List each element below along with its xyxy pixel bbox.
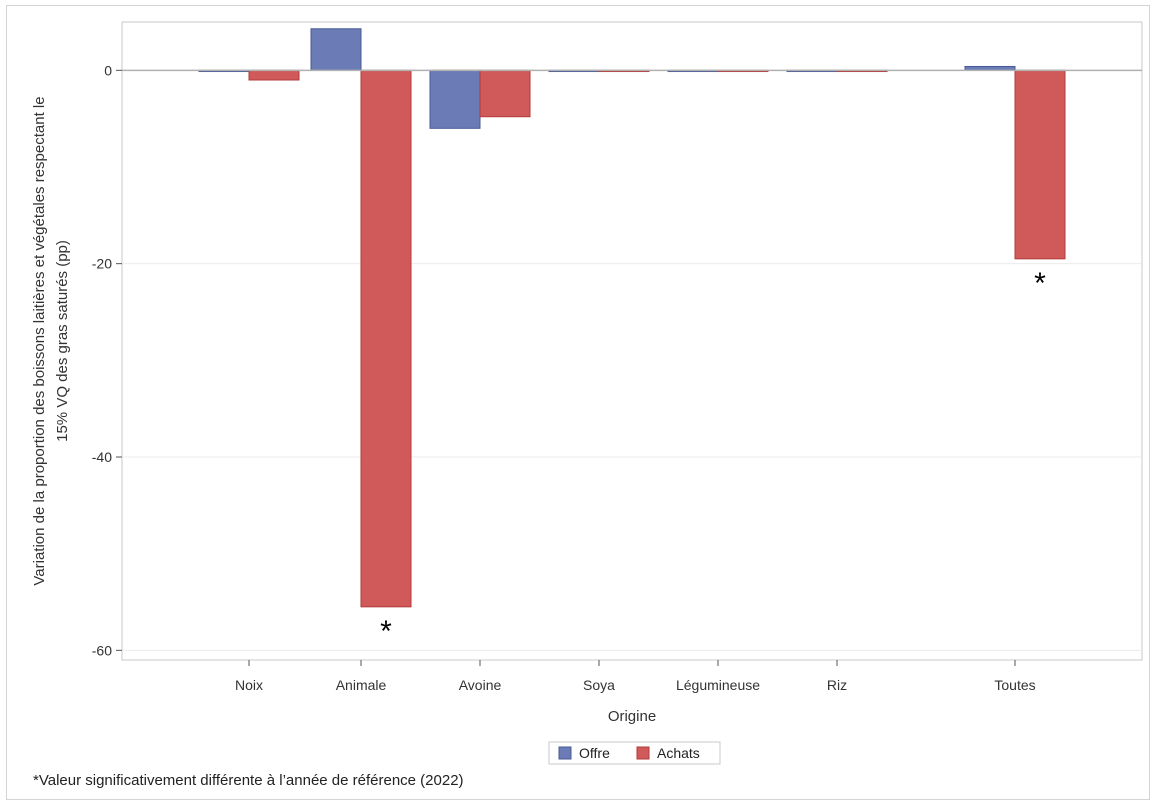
x-tick-label: Légumineuse: [676, 677, 760, 693]
plot-area: [121, 21, 1143, 661]
legend-swatch-offre: [558, 746, 572, 760]
significance-marker: *: [380, 615, 392, 648]
legend-label-offre: Offre: [579, 745, 610, 761]
x-tick-label: Animale: [336, 677, 387, 693]
legend-swatch-achats: [636, 746, 650, 760]
x-tick-label: Toutes: [994, 677, 1035, 693]
bar-achats-noix: [248, 69, 300, 81]
x-tick-label: Soya: [583, 677, 615, 693]
legend-label-achats: Achats: [657, 745, 700, 761]
y-tick-label: -20: [92, 256, 112, 272]
y-axis-title: Variation de la proportion des boissons …: [31, 96, 48, 585]
bar-offre-avoine: [429, 69, 481, 129]
x-axis-title: Origine: [608, 708, 656, 725]
y-tick-label: 0: [104, 62, 112, 78]
bar-achats-toutes: [1014, 69, 1066, 260]
bar-achats-avoine: [479, 69, 531, 118]
x-tick-label: Noix: [235, 677, 263, 693]
y-tick-label: -60: [92, 642, 112, 658]
chart-frame: 0 -20 -40 -60 Noix Animale Avoine Soya Légumineu…: [6, 5, 1150, 800]
y-axis-title: 15% VQ des gras saturés (pp): [54, 240, 71, 442]
bar-offre-animale: [310, 28, 362, 71]
legend-box: [548, 741, 721, 765]
bar-achats-animale: [360, 69, 412, 608]
significance-marker: *: [1034, 267, 1046, 300]
bar-chart: 0 -20 -40 -60 Noix Animale Avoine Soya Légumineu…: [31, 21, 1143, 765]
y-tick-label: -40: [92, 449, 112, 465]
x-tick-label: Avoine: [459, 677, 502, 693]
footnote: *Valeur significativement différente à l…: [33, 772, 464, 789]
x-tick-label: Riz: [827, 677, 847, 693]
